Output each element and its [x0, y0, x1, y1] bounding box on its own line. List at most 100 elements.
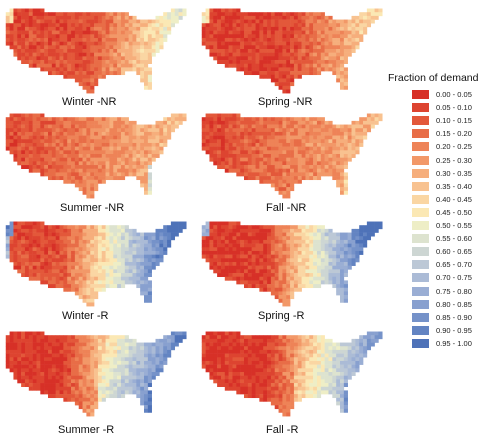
map-cell [82, 273, 87, 277]
map-cell [117, 254, 122, 259]
map-cell [247, 280, 252, 285]
map-cell [205, 23, 210, 28]
map-cell [240, 236, 245, 241]
map-cell [278, 131, 283, 136]
map-cell [67, 12, 72, 17]
map-cell [28, 342, 33, 347]
map-cell [86, 401, 91, 406]
map-cell [132, 368, 137, 373]
map-cell [316, 150, 322, 155]
map-cell [155, 30, 160, 35]
map-cell [170, 117, 176, 122]
map-cell [147, 157, 152, 162]
map-cell [101, 56, 106, 61]
map-cell [236, 269, 241, 274]
map-cell [236, 236, 241, 241]
map-cell [94, 269, 99, 274]
map-cell [59, 250, 64, 255]
map-cell [278, 52, 283, 57]
map-cell [240, 146, 245, 151]
map-cell [132, 19, 137, 24]
map-cell [105, 372, 110, 376]
map-cell [159, 236, 164, 241]
map-cell [132, 342, 137, 347]
map-cell [205, 124, 210, 129]
map-cell [324, 258, 329, 263]
map-cell [90, 67, 95, 72]
map-cell [105, 131, 110, 136]
map-cell [147, 397, 152, 402]
map-cell [105, 228, 110, 233]
map-cell [217, 265, 222, 270]
map-cell [71, 360, 76, 365]
map-cell [236, 23, 241, 28]
map-cell [86, 276, 91, 281]
map-cell [282, 30, 287, 35]
map-cell [117, 250, 122, 255]
map-cell [97, 52, 103, 57]
map-cell [236, 165, 241, 169]
map-cell [247, 262, 252, 266]
map-cell [74, 135, 80, 140]
map-cell [48, 120, 53, 125]
map-cell [59, 284, 64, 289]
map-cell [44, 34, 49, 39]
map-cell [228, 239, 233, 244]
map-cell [213, 338, 218, 343]
map-cell [109, 128, 114, 133]
map-cell [36, 338, 41, 343]
map-cell [36, 386, 41, 391]
map-cell [274, 117, 279, 122]
map-cell [236, 52, 241, 57]
map-cell [109, 176, 114, 181]
map-cell [113, 372, 118, 376]
map-cell [247, 250, 252, 255]
map-cell [21, 26, 26, 31]
map-cell [343, 273, 348, 277]
map-cell [113, 41, 118, 46]
map-cell [140, 353, 145, 358]
map-cell [128, 232, 133, 237]
map-cell [32, 221, 37, 226]
map-cell [224, 34, 229, 39]
map-cell [251, 258, 256, 263]
map-cell [163, 250, 168, 255]
map-cell [124, 45, 129, 50]
map-cell [17, 142, 22, 147]
map-cell [290, 82, 295, 87]
map-cell [309, 225, 314, 230]
map-cell [259, 52, 264, 57]
map-cell [128, 131, 133, 136]
map-cell [105, 225, 110, 230]
map-cell [178, 120, 183, 125]
map-cell [270, 284, 276, 289]
map-cell [86, 247, 91, 252]
map-cell [59, 346, 64, 351]
map-cell [113, 30, 118, 35]
map-cell [36, 150, 41, 155]
map-cell [67, 397, 72, 402]
map-cell [40, 120, 45, 125]
map-cell [205, 117, 210, 122]
map-cell [132, 52, 137, 57]
map-cell [320, 165, 325, 169]
map-cell [209, 142, 214, 147]
map-cell [97, 357, 103, 362]
map-cell [55, 63, 60, 68]
map-cell [332, 247, 337, 252]
map-cell [274, 280, 279, 285]
map-cell [140, 67, 145, 72]
map-cell [228, 12, 233, 17]
map-cell [90, 12, 95, 17]
map-cell [21, 124, 26, 129]
map-cell [247, 338, 252, 343]
map-cell [86, 338, 91, 343]
map-cell [128, 250, 133, 255]
map-cell [140, 26, 145, 31]
map-cell [117, 131, 122, 136]
map-cell [163, 232, 168, 237]
map-cell [278, 60, 283, 64]
map-cell [167, 243, 172, 248]
map-cell [94, 236, 99, 241]
map-cell [270, 26, 276, 31]
